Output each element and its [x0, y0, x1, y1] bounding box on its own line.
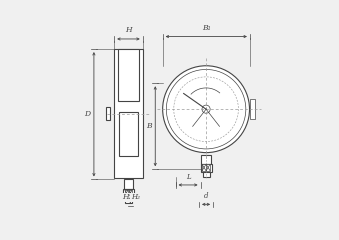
- Bar: [124, 180, 133, 189]
- Text: D: D: [84, 110, 91, 118]
- Circle shape: [163, 66, 250, 153]
- Bar: [203, 172, 210, 177]
- Circle shape: [202, 105, 210, 113]
- Bar: [201, 155, 211, 164]
- Bar: [206, 164, 210, 171]
- Bar: [128, 190, 132, 196]
- Text: H₂: H₂: [122, 193, 132, 201]
- Bar: [202, 164, 206, 171]
- Bar: [119, 112, 138, 156]
- Text: L: L: [186, 173, 191, 181]
- Bar: [124, 190, 128, 196]
- Text: d: d: [204, 192, 208, 200]
- Bar: [114, 49, 143, 179]
- Bar: [123, 189, 134, 198]
- Text: B₁: B₁: [202, 24, 211, 32]
- Text: B: B: [146, 122, 152, 130]
- Bar: [118, 49, 139, 101]
- Bar: [106, 107, 110, 120]
- Text: H₂: H₂: [131, 193, 140, 201]
- Bar: [125, 198, 132, 203]
- Text: H: H: [125, 26, 132, 34]
- Bar: [201, 164, 212, 172]
- Bar: [250, 99, 255, 119]
